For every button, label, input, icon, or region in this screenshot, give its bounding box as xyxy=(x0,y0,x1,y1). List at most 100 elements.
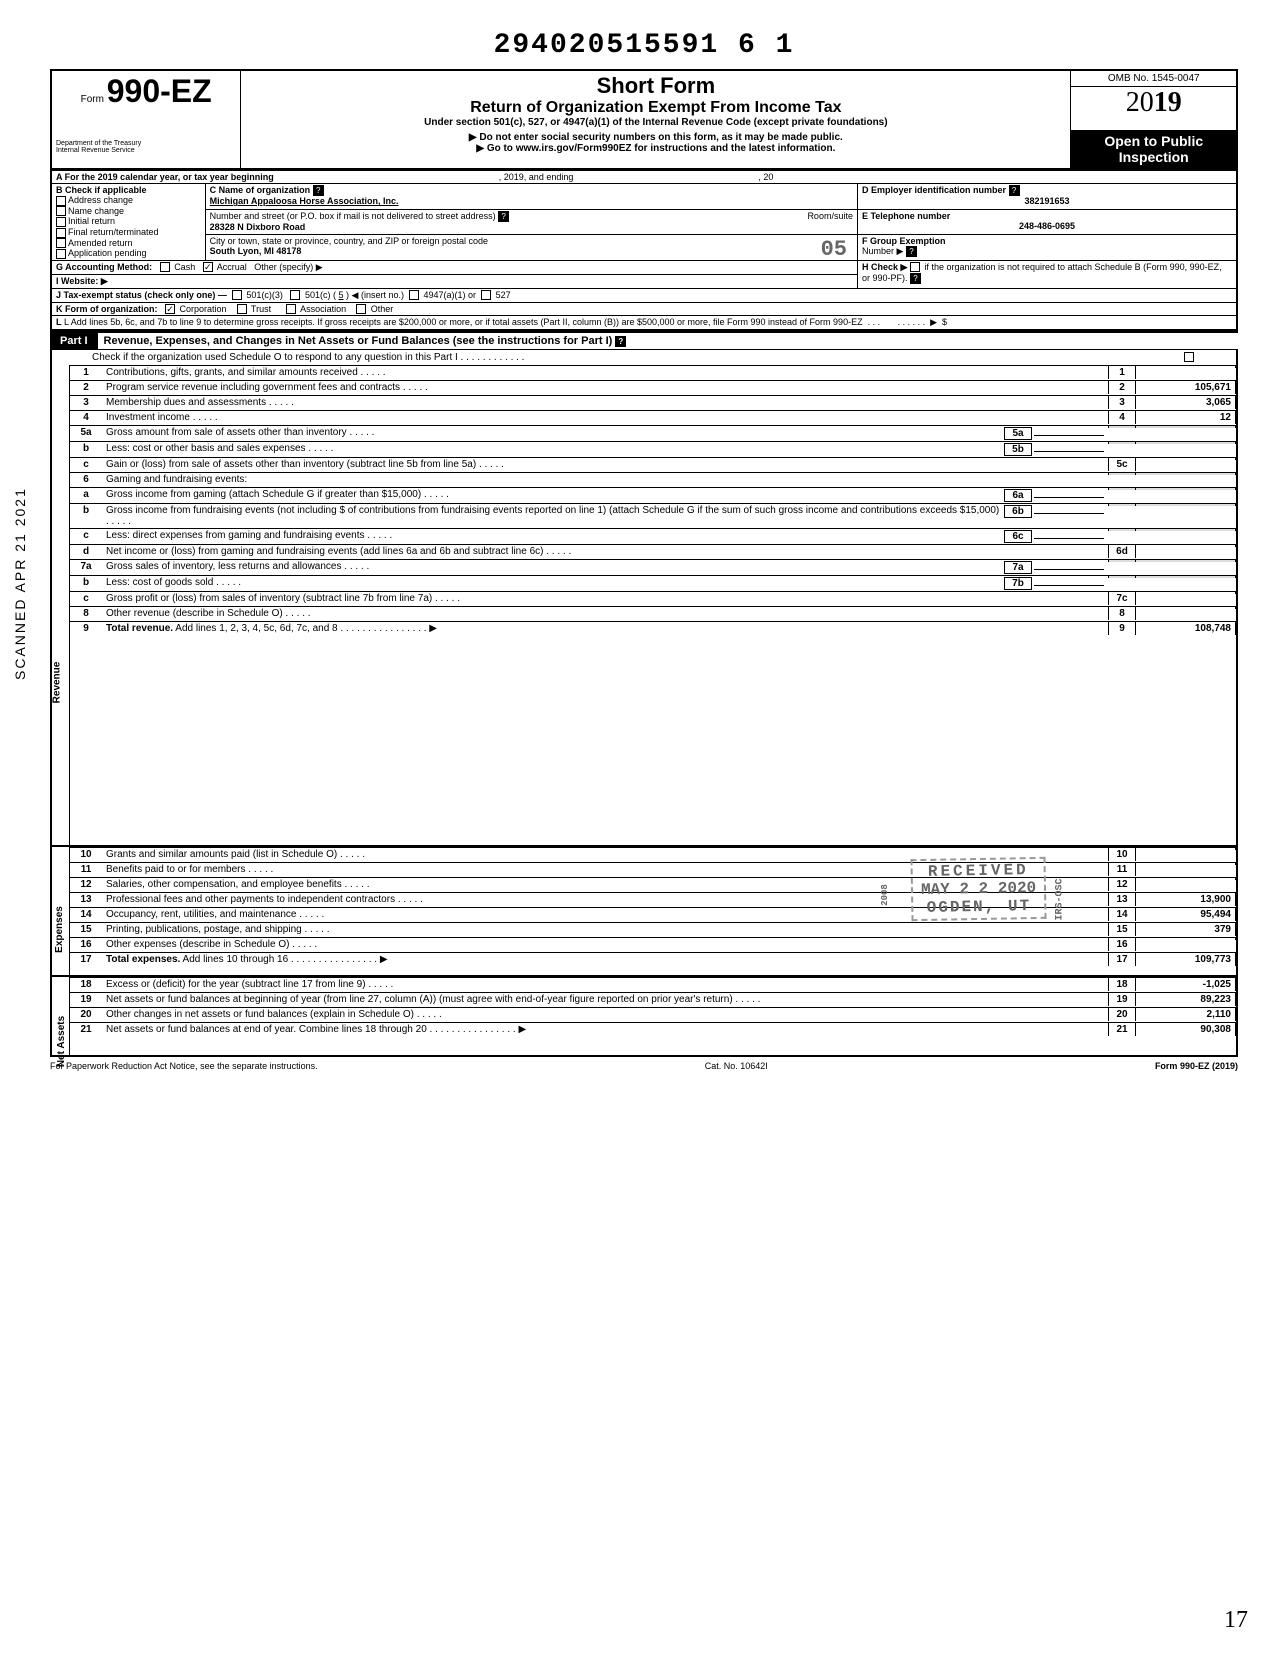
box-value[interactable]: 108,748 xyxy=(1136,622,1236,635)
checkbox-final-return[interactable] xyxy=(56,228,66,238)
j-501c-b: ) ◀ (insert no.) xyxy=(346,290,404,300)
title-short: Short Form xyxy=(245,73,1066,99)
inline-val[interactable] xyxy=(1034,585,1104,586)
barcode-number: 294020515591 6 1 xyxy=(50,30,1238,61)
checkbox-app-pending[interactable] xyxy=(56,249,66,259)
inline-box-num: 6c xyxy=(1004,530,1032,543)
checkbox-name-change[interactable] xyxy=(56,206,66,216)
line-number: 8 xyxy=(70,607,102,620)
box-value[interactable] xyxy=(1136,592,1236,594)
box-number: 18 xyxy=(1108,978,1136,991)
form-line: 16Other expenses (describe in Schedule O… xyxy=(70,937,1236,952)
checkbox-4947[interactable] xyxy=(409,290,419,300)
part1-body: Revenue 1Contributions, gifts, grants, a… xyxy=(50,365,1238,1057)
checkbox-501c3[interactable] xyxy=(232,290,242,300)
line-number: 19 xyxy=(70,993,102,1006)
box-number-shaded xyxy=(1108,442,1136,444)
box-value[interactable]: 105,671 xyxy=(1136,381,1236,394)
box-value[interactable]: 90,308 xyxy=(1136,1023,1236,1036)
form-line: cLess: direct expenses from gaming and f… xyxy=(70,528,1236,544)
checkbox-corp[interactable]: ✓ xyxy=(165,304,175,314)
form-number: 990-EZ xyxy=(107,73,212,109)
inline-val[interactable] xyxy=(1034,451,1104,452)
checkbox-schedule-o[interactable] xyxy=(1184,352,1194,362)
e-label: E Telephone number xyxy=(862,211,950,221)
box-value[interactable] xyxy=(1136,938,1236,940)
help-icon[interactable]: ? xyxy=(906,246,917,257)
checkbox-h[interactable] xyxy=(910,262,920,272)
box-value[interactable]: 95,494 xyxy=(1136,908,1236,921)
box-value[interactable]: 89,223 xyxy=(1136,993,1236,1006)
line-desc: Gross sales of inventory, less returns a… xyxy=(102,560,1108,575)
line-desc: Gain or (loss) from sale of assets other… xyxy=(102,458,1108,471)
box-number: 1 xyxy=(1108,366,1136,379)
help-icon[interactable]: ? xyxy=(313,185,324,196)
checkbox-accrual[interactable]: ✓ xyxy=(203,262,213,272)
box-value[interactable]: 13,900 xyxy=(1136,893,1236,906)
inline-val[interactable] xyxy=(1034,497,1104,498)
org-name: Michigan Appaloosa Horse Association, In… xyxy=(210,196,399,206)
line-desc: Other changes in net assets or fund bala… xyxy=(102,1008,1108,1021)
b-label: B Check if applicable xyxy=(56,185,147,195)
box-value[interactable] xyxy=(1136,863,1236,865)
form-line: 20Other changes in net assets or fund ba… xyxy=(70,1007,1236,1022)
line-desc: Program service revenue including govern… xyxy=(102,381,1108,394)
line-desc: Other revenue (describe in Schedule O) .… xyxy=(102,607,1108,620)
b-item-4: Amended return xyxy=(68,238,133,248)
box-value[interactable] xyxy=(1136,607,1236,609)
box-value[interactable]: 379 xyxy=(1136,923,1236,936)
label-netassets: Net Assets xyxy=(56,1016,67,1067)
box-value[interactable] xyxy=(1136,848,1236,850)
box-number: 8 xyxy=(1108,607,1136,620)
box-value[interactable] xyxy=(1136,878,1236,880)
line-number: 18 xyxy=(70,978,102,991)
form-line: 5aGross amount from sale of assets other… xyxy=(70,425,1236,441)
help-icon[interactable]: ? xyxy=(615,336,626,347)
checkbox-cash[interactable] xyxy=(160,262,170,272)
page-footer: For Paperwork Reduction Act Notice, see … xyxy=(50,1057,1238,1071)
help-icon[interactable]: ? xyxy=(1009,185,1020,196)
box-value[interactable]: 12 xyxy=(1136,411,1236,424)
checkbox-address-change[interactable] xyxy=(56,196,66,206)
form-line: 4Investment income . . . . .412 xyxy=(70,410,1236,425)
form-line: 19Net assets or fund balances at beginni… xyxy=(70,992,1236,1007)
checkbox-assoc[interactable] xyxy=(286,304,296,314)
box-value[interactable] xyxy=(1136,545,1236,547)
k-trust: Trust xyxy=(251,304,271,314)
form-line: bLess: cost or other basis and sales exp… xyxy=(70,441,1236,457)
box-value[interactable]: 3,065 xyxy=(1136,396,1236,409)
checkbox-501c[interactable] xyxy=(290,290,300,300)
inline-val[interactable] xyxy=(1034,435,1104,436)
inline-val[interactable] xyxy=(1034,538,1104,539)
box-value-shaded xyxy=(1136,488,1236,490)
g-cash: Cash xyxy=(174,262,195,272)
f-label2: Number ▶ xyxy=(862,246,903,256)
inline-val[interactable] xyxy=(1034,513,1104,514)
box-value[interactable]: -1,025 xyxy=(1136,978,1236,991)
line-number: b xyxy=(70,442,102,455)
checkbox-trust[interactable] xyxy=(237,304,247,314)
box-value[interactable] xyxy=(1136,366,1236,368)
box-value-shaded xyxy=(1136,473,1236,475)
j-501c-a: 501(c) ( xyxy=(305,290,336,300)
line-desc: Contributions, gifts, grants, and simila… xyxy=(102,366,1108,379)
checkbox-other[interactable] xyxy=(356,304,366,314)
box-number: 13 xyxy=(1108,893,1136,906)
help-icon[interactable]: ? xyxy=(498,211,509,222)
checkbox-amended[interactable] xyxy=(56,238,66,248)
line-a-mid: , 2019, and ending xyxy=(499,172,574,182)
checkbox-initial-return[interactable] xyxy=(56,217,66,227)
box-value[interactable] xyxy=(1136,458,1236,460)
inline-val[interactable] xyxy=(1034,569,1104,570)
line-number: 9 xyxy=(70,622,102,635)
checkbox-527[interactable] xyxy=(481,290,491,300)
j-4947: 4947(a)(1) or xyxy=(424,290,477,300)
box-value[interactable]: 2,110 xyxy=(1136,1008,1236,1021)
j-501c3: 501(c)(3) xyxy=(246,290,283,300)
line-desc: Grants and similar amounts paid (list in… xyxy=(102,848,1108,861)
help-icon[interactable]: ? xyxy=(910,273,921,284)
omb-number: OMB No. 1545-0047 xyxy=(1071,71,1236,87)
line-desc: Total expenses. Add lines 10 through 16 … xyxy=(102,953,1108,966)
box-value[interactable]: 109,773 xyxy=(1136,953,1236,966)
form-line: cGross profit or (loss) from sales of in… xyxy=(70,591,1236,606)
